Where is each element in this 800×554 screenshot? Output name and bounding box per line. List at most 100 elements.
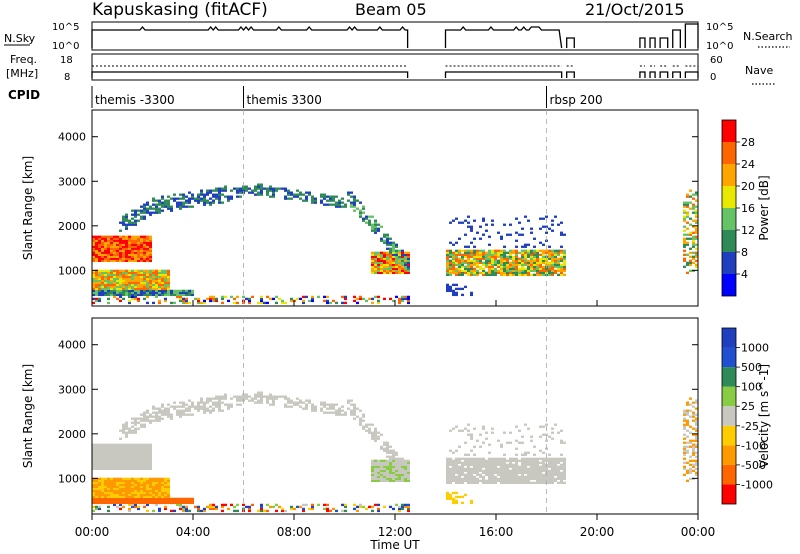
power-cell [134,253,137,256]
power-cell [530,261,533,264]
power-cell [491,271,494,275]
power-cell [380,239,383,242]
velocity-cell [188,499,191,503]
power-cell [377,227,380,230]
velocity-cell [470,471,473,474]
power-cell [98,241,101,244]
power-cell [449,259,452,262]
velocity-cell [374,463,377,466]
power-cell [335,301,338,305]
velocity-cell [311,505,314,509]
velocity-cell [479,433,482,436]
velocity-cell [125,493,128,497]
velocity-cell [560,453,563,456]
velocity-cell [689,425,692,428]
velocity-cell [296,401,299,404]
velocity-cell [236,397,239,400]
velocity-cell [149,481,152,485]
velocity-cell [482,463,485,466]
velocity-cell [137,451,140,454]
power-cell [449,273,452,277]
velocity-cell [329,407,332,410]
power-cell [116,281,119,285]
power-cell [455,241,458,244]
power-cell [464,285,467,289]
velocity-cell [230,397,233,400]
velocity-cell [110,443,113,446]
velocity-cell [98,461,101,464]
power-cell [686,253,689,256]
power-cell [146,239,149,242]
velocity-cell [539,477,542,480]
velocity-cell [686,469,689,472]
power-cell [101,235,104,238]
power-cell [122,255,125,258]
power-cell [131,257,134,260]
velocity-cell [494,469,497,472]
velocity-cell [557,475,560,478]
velocity-cell [524,459,527,462]
velocity-cell [113,465,116,468]
velocity-cell [689,397,692,400]
power-cell [533,261,536,264]
power-cell [458,221,461,224]
velocity-cell [179,503,182,507]
cpid-row: CPID themis -3300 themis 3300 rbsp 200 [8,86,603,108]
power-cell [200,191,203,194]
power-cell [521,257,524,260]
power-cell [323,295,326,299]
velocity-cell [401,473,404,476]
velocity-cell [488,443,491,446]
power-cell [407,299,410,303]
power-cell [155,289,158,293]
power-cell [494,263,497,266]
velocity-cell [557,469,560,472]
velocity-cell [128,479,131,483]
power-cell [551,265,554,268]
power-cell [536,265,539,268]
power-cell [395,261,398,264]
velocity-cell [554,471,557,474]
velocity-cell [122,487,125,491]
power-cell [542,255,545,258]
velocity-cell [278,395,281,398]
power-cell [527,267,530,270]
power-cell [482,219,485,222]
velocity-cell [140,493,143,497]
power-cell [152,271,155,275]
power-cell [374,295,377,299]
power-cell [107,243,110,246]
velocity-cell [149,489,152,493]
power-cell [128,287,131,291]
velocity-cell [293,403,296,406]
velocity-cell [122,453,125,456]
power-cell [560,221,563,224]
velocity-cell [158,487,161,491]
velocity-cell [125,431,128,434]
power-cell [341,205,344,208]
velocity-cell [491,471,494,474]
velocity-cell [104,453,107,456]
velocity-cell [191,497,194,501]
power-cell [203,193,206,196]
velocity-cell [503,463,506,466]
power-cell [137,259,140,262]
power-cell [233,297,236,301]
power-cell [389,297,392,301]
power-cell [125,227,128,230]
velocity-cell [491,459,494,462]
velocity-cell [152,491,155,495]
velocity-cell [146,483,149,487]
velocity-cell [107,505,110,509]
velocity-cell [107,481,110,485]
power-cell [482,263,485,266]
velocity-cell [557,461,560,464]
power-cell [128,257,131,260]
velocity-cell [110,481,113,485]
power-cell [497,261,500,264]
velocity-cell [401,459,404,462]
power-cell [479,249,482,252]
velocity-cell [389,475,392,478]
power-cell [296,195,299,198]
